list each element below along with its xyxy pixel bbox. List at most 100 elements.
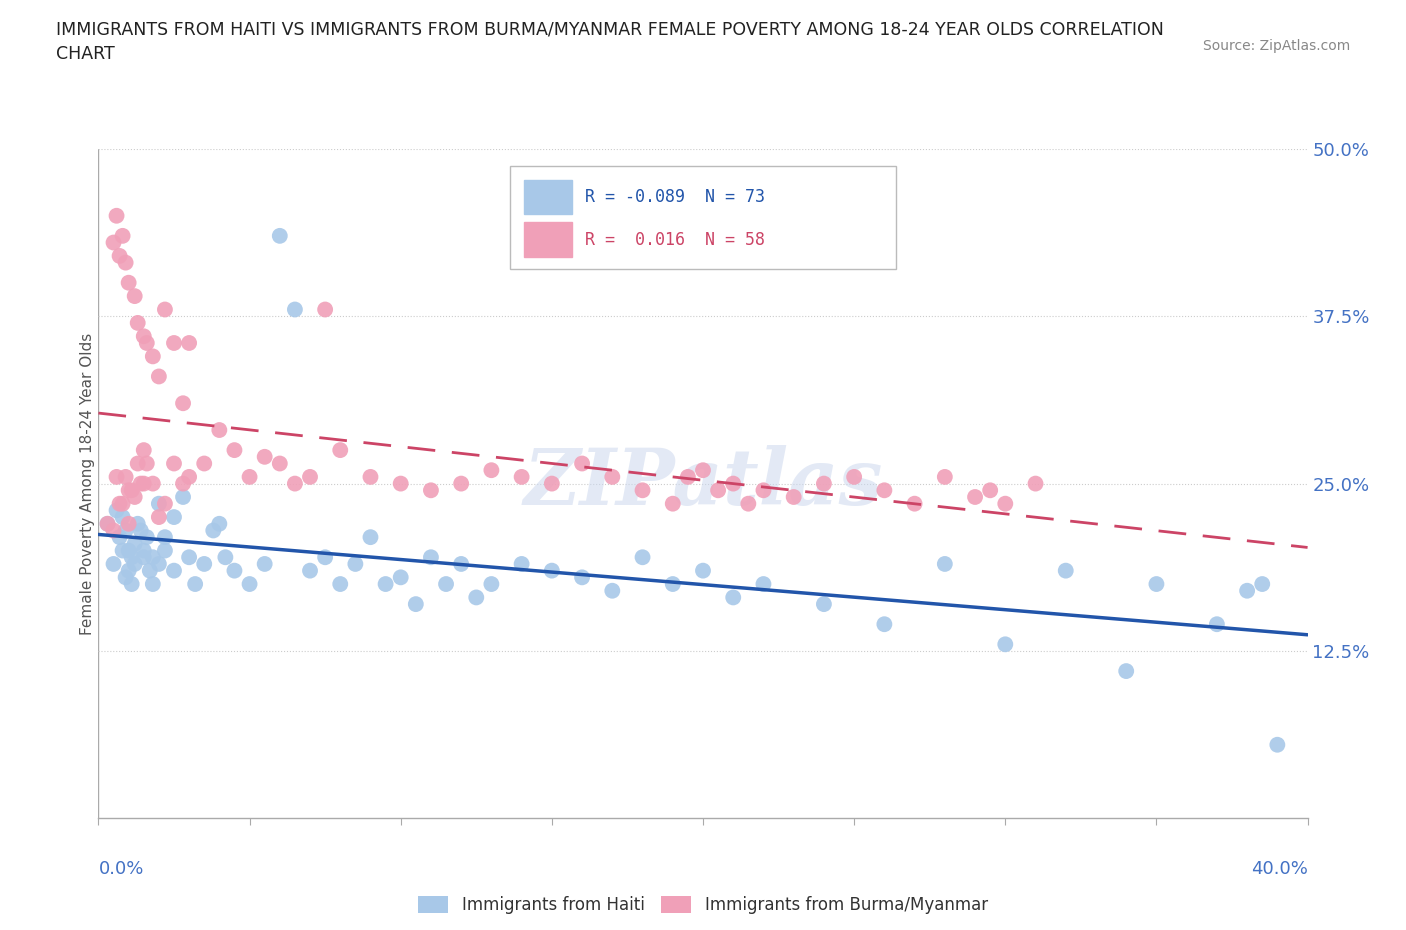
Point bbox=[121, 577, 143, 591]
Point bbox=[224, 564, 246, 578]
Point bbox=[934, 556, 956, 571]
Point bbox=[299, 564, 322, 578]
Point bbox=[239, 577, 262, 591]
Point bbox=[965, 489, 987, 504]
Point bbox=[1115, 664, 1137, 679]
Point bbox=[934, 470, 956, 485]
Point bbox=[193, 456, 215, 471]
Point bbox=[510, 470, 533, 485]
Point bbox=[184, 577, 207, 591]
Point bbox=[661, 497, 683, 512]
Point bbox=[132, 476, 155, 491]
Point bbox=[904, 497, 927, 512]
Text: ZIPatlas: ZIPatlas bbox=[523, 445, 883, 522]
Point bbox=[96, 516, 118, 531]
Point bbox=[118, 516, 141, 531]
Point bbox=[148, 556, 170, 571]
Point bbox=[114, 523, 136, 538]
Point bbox=[284, 302, 307, 317]
Point bbox=[721, 476, 744, 491]
Point bbox=[129, 523, 152, 538]
Point bbox=[329, 443, 352, 458]
Point bbox=[269, 229, 291, 244]
Point bbox=[284, 476, 307, 491]
Point bbox=[124, 489, 146, 504]
Text: R =  0.016  N = 58: R = 0.016 N = 58 bbox=[585, 231, 765, 249]
Point bbox=[118, 564, 141, 578]
Text: CHART: CHART bbox=[56, 45, 115, 62]
Point bbox=[571, 570, 593, 585]
Text: 40.0%: 40.0% bbox=[1251, 860, 1308, 878]
Point bbox=[208, 516, 231, 531]
Point bbox=[177, 470, 201, 485]
Point bbox=[419, 550, 441, 565]
Point bbox=[465, 590, 488, 604]
Point bbox=[132, 543, 155, 558]
Point bbox=[450, 476, 472, 491]
Point bbox=[114, 255, 136, 270]
Point bbox=[135, 530, 157, 545]
Text: R = -0.089  N = 73: R = -0.089 N = 73 bbox=[585, 188, 765, 206]
Point bbox=[163, 510, 186, 525]
Point bbox=[253, 556, 276, 571]
Point bbox=[752, 483, 775, 498]
Point bbox=[631, 483, 654, 498]
Point bbox=[994, 637, 1017, 652]
Point bbox=[124, 537, 146, 551]
FancyBboxPatch shape bbox=[524, 179, 572, 215]
Point bbox=[994, 497, 1017, 512]
Point bbox=[692, 463, 714, 478]
Point bbox=[172, 476, 194, 491]
Point bbox=[118, 483, 141, 498]
Point bbox=[114, 570, 136, 585]
Point bbox=[208, 422, 231, 437]
Point bbox=[148, 369, 170, 384]
Point bbox=[129, 476, 152, 491]
Point bbox=[1265, 737, 1288, 752]
Text: 0.0%: 0.0% bbox=[98, 860, 143, 878]
Point bbox=[844, 470, 866, 485]
Point bbox=[177, 336, 201, 351]
Point bbox=[153, 530, 176, 545]
Point bbox=[135, 336, 157, 351]
Point bbox=[314, 302, 336, 317]
Point bbox=[631, 550, 654, 565]
Point bbox=[172, 489, 194, 504]
Point bbox=[127, 456, 149, 471]
Point bbox=[434, 577, 457, 591]
Point bbox=[224, 443, 246, 458]
Point bbox=[813, 597, 835, 612]
Point bbox=[139, 564, 162, 578]
Point bbox=[96, 516, 118, 531]
Point bbox=[374, 577, 396, 591]
FancyBboxPatch shape bbox=[524, 222, 572, 258]
Point bbox=[782, 489, 804, 504]
Point bbox=[124, 288, 146, 303]
Point bbox=[153, 302, 176, 317]
Point bbox=[481, 463, 503, 478]
Point bbox=[481, 577, 503, 591]
Point bbox=[135, 456, 157, 471]
Legend: Immigrants from Haiti, Immigrants from Burma/Myanmar: Immigrants from Haiti, Immigrants from B… bbox=[419, 896, 987, 914]
Point bbox=[132, 329, 155, 344]
Point bbox=[602, 583, 624, 598]
Point bbox=[269, 456, 291, 471]
Point bbox=[172, 396, 194, 411]
Point bbox=[108, 530, 131, 545]
Point bbox=[103, 235, 125, 250]
Point bbox=[103, 556, 125, 571]
Point bbox=[121, 483, 143, 498]
Point bbox=[510, 556, 533, 571]
Point bbox=[163, 336, 186, 351]
Point bbox=[111, 510, 134, 525]
Point bbox=[344, 556, 367, 571]
Point bbox=[405, 597, 427, 612]
Point bbox=[1144, 577, 1167, 591]
Point bbox=[142, 476, 165, 491]
Point bbox=[148, 497, 170, 512]
Point bbox=[108, 497, 131, 512]
Point bbox=[153, 543, 176, 558]
Point bbox=[253, 449, 276, 464]
Y-axis label: Female Poverty Among 18-24 Year Olds: Female Poverty Among 18-24 Year Olds bbox=[80, 333, 94, 635]
Point bbox=[571, 456, 593, 471]
